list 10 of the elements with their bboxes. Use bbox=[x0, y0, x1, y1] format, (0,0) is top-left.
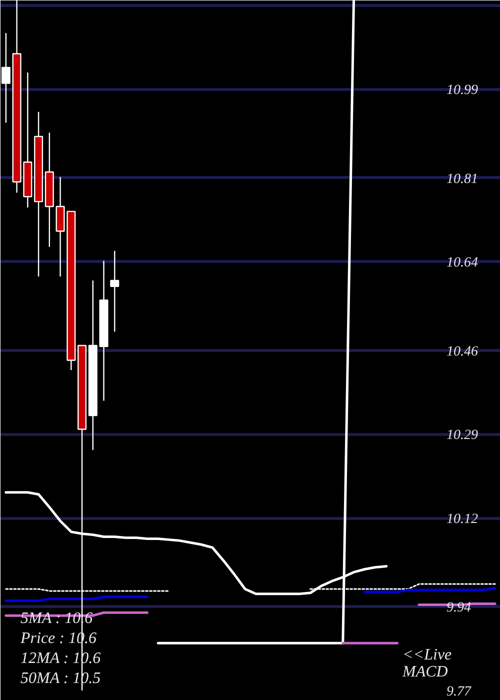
y-tick-label: 10.29 bbox=[446, 428, 478, 444]
y-tick-label: 10.12 bbox=[446, 512, 478, 527]
annotation: <<Live MACD bbox=[402, 646, 452, 680]
y-tick-label: 10.99 bbox=[446, 83, 478, 98]
y-tick-label: 10.81 bbox=[446, 172, 478, 187]
y-tick-label: 9.77 bbox=[446, 684, 472, 700]
y-tick-label: 10.64 bbox=[446, 256, 478, 271]
y-tick-label: 10.46 bbox=[446, 344, 478, 360]
candlestick bbox=[1, 32, 10, 124]
candlestick bbox=[110, 250, 120, 332]
